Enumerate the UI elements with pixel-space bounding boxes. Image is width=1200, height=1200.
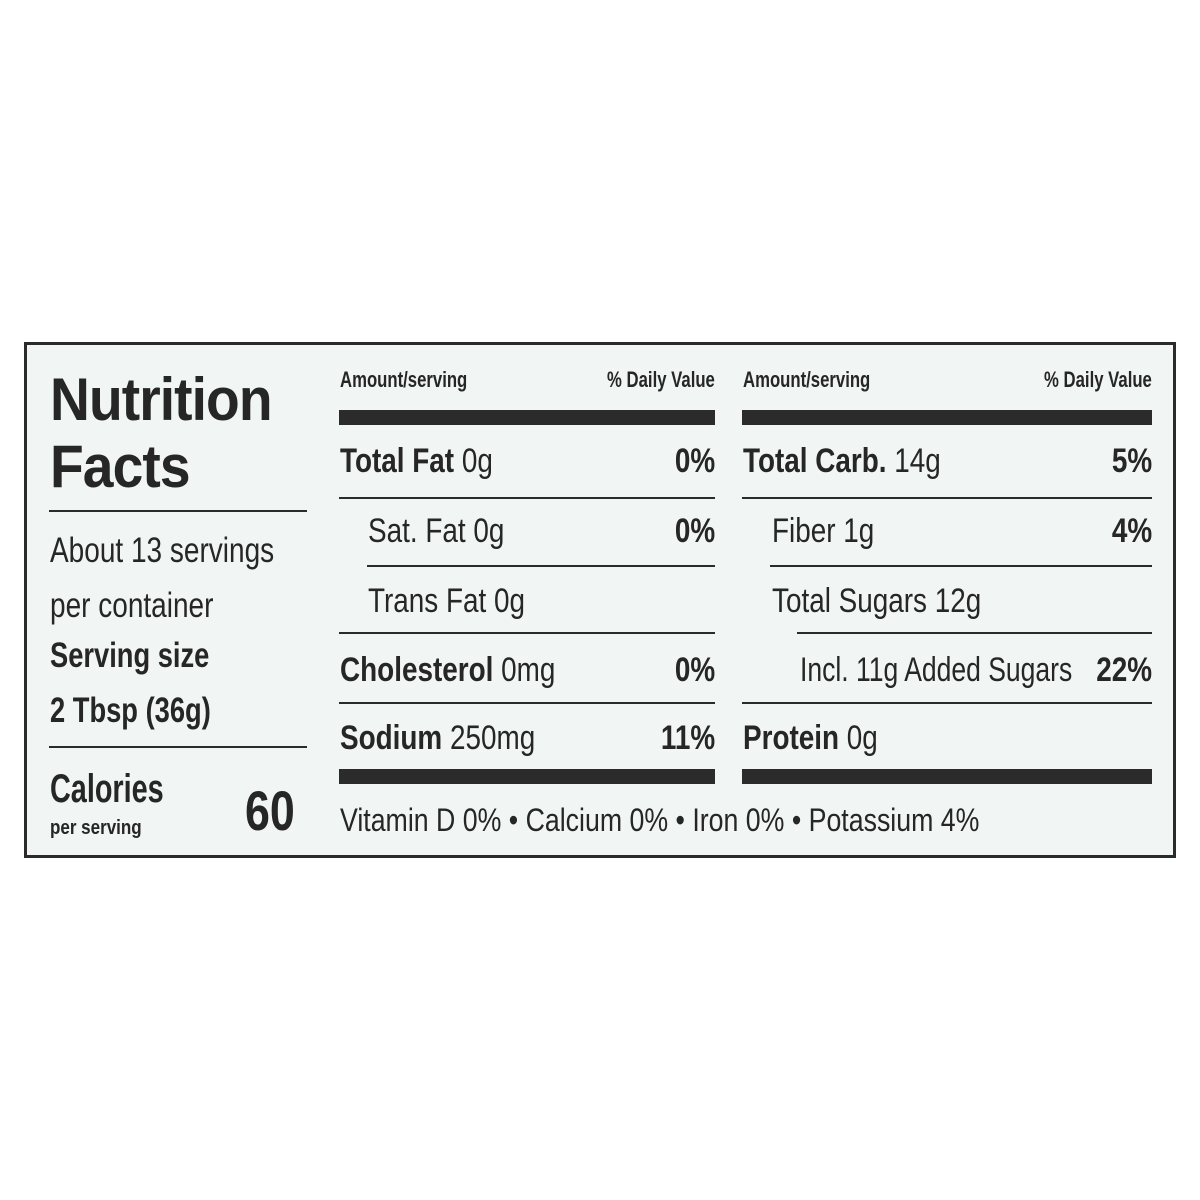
row-added-sugars: Incl. 11g Added Sugars — [800, 651, 1073, 689]
row-sat-fat: Sat. Fat 0g — [368, 512, 505, 550]
servings-per-container-line1: About 13 servings — [50, 531, 275, 570]
row-total-fat: Total Fat 0g — [340, 442, 493, 480]
dv-total-carb: 5% — [1111, 442, 1152, 480]
dv-fiber: 4% — [1111, 512, 1152, 550]
divider — [339, 702, 715, 704]
servings-per-container-line2: per container — [50, 586, 214, 625]
divider — [742, 702, 1152, 704]
header-daily-value-left: % Daily Value — [607, 367, 715, 392]
vitamins-minerals-line: Vitamin D 0% • Calcium 0% • Iron 0% • Po… — [340, 802, 980, 838]
thick-divider — [339, 769, 715, 784]
serving-size-value: 2 Tbsp (36g) — [50, 691, 211, 730]
row-fiber: Fiber 1g — [772, 512, 875, 550]
serving-size-label: Serving size — [50, 636, 210, 675]
dv-added-sugars: 22% — [1096, 651, 1152, 689]
thick-divider — [742, 410, 1152, 425]
divider — [742, 497, 1152, 499]
divider — [339, 497, 715, 499]
title-nutrition: Nutrition — [50, 366, 273, 433]
divider — [797, 632, 1152, 634]
calories-value: 60 — [245, 779, 295, 842]
row-total-carb: Total Carb. 14g — [743, 442, 941, 480]
title-facts: Facts — [50, 433, 191, 500]
divider — [367, 565, 715, 567]
calories-label: Calories — [50, 767, 164, 811]
dv-total-fat: 0% — [674, 442, 715, 480]
divider — [339, 632, 715, 634]
row-trans-fat: Trans Fat 0g — [368, 582, 526, 620]
dv-sodium: 11% — [660, 719, 715, 757]
thick-divider — [742, 769, 1152, 784]
header-daily-value-right: % Daily Value — [1044, 367, 1152, 392]
dv-cholesterol: 0% — [674, 651, 715, 689]
divider — [770, 565, 1152, 567]
row-protein: Protein 0g — [743, 719, 878, 757]
thick-divider — [339, 410, 715, 425]
header-amount-serving-right: Amount/serving — [743, 367, 871, 392]
divider — [49, 746, 307, 748]
divider — [49, 510, 307, 512]
calories-per-serving-label: per serving — [50, 817, 142, 839]
header-amount-serving-left: Amount/serving — [340, 367, 468, 392]
row-total-sugars: Total Sugars 12g — [772, 582, 982, 620]
nutrition-facts-panel: Nutrition Facts About 13 servings per co… — [24, 342, 1176, 858]
row-cholesterol: Cholesterol 0mg — [340, 651, 556, 689]
dv-sat-fat: 0% — [674, 512, 715, 550]
row-sodium: Sodium 250mg — [340, 719, 536, 757]
